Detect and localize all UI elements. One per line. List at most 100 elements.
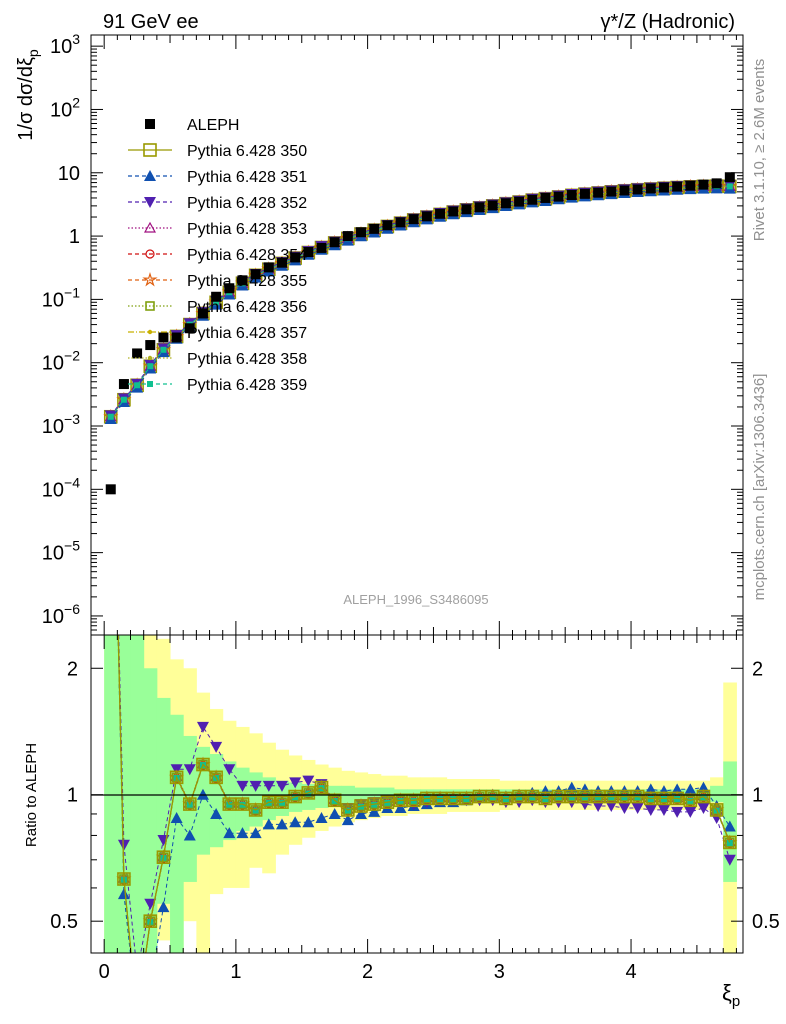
legend-label: ALEPH — [187, 117, 239, 134]
ratio-data-point — [223, 764, 236, 776]
ratio-data-point — [289, 816, 302, 828]
ratio-data-point — [355, 807, 368, 819]
aleph-data-point — [237, 275, 248, 286]
aleph-data-point — [171, 332, 182, 343]
green-band-bin — [156, 697, 171, 904]
ratio-data-point — [723, 820, 736, 832]
ratio-y-axis-label: Ratio to ALEPH — [23, 743, 40, 847]
header-left: 91 GeV ee — [103, 11, 199, 33]
aleph-data-point — [685, 180, 696, 191]
ratio-data-point — [196, 757, 210, 772]
legend-entry: Pythia 6.428 358 — [128, 351, 307, 368]
ratio-data-point — [249, 780, 262, 792]
ratio-series-1 — [117, 635, 737, 953]
ratio-y-tick-label: 0.5 — [50, 911, 78, 933]
mcplots-label: mcplots.cern.ch [arXiv:1306.3436] — [751, 374, 768, 601]
ratio-data-point — [657, 791, 671, 806]
ratio-data-point — [697, 802, 710, 814]
legend-label: Pythia 6.428 359 — [187, 377, 307, 394]
ratio-data-point — [684, 806, 697, 818]
aleph-data-point — [382, 220, 393, 231]
ratio-data-point — [262, 795, 276, 809]
legend-marker — [147, 329, 153, 335]
ratio-data-point — [249, 827, 262, 839]
ratio-data-point — [236, 827, 249, 839]
ratio-data-point — [670, 791, 684, 806]
ratio-data-point — [248, 803, 263, 817]
ratio-data-point — [341, 814, 354, 826]
legend-label: Pythia 6.428 351 — [187, 169, 307, 186]
ratio-data-point — [235, 797, 250, 811]
ratio-data-point — [341, 803, 355, 817]
ratio-data-point — [117, 888, 130, 900]
green-band-bin — [143, 668, 158, 953]
aleph-data-point — [527, 194, 538, 205]
ratio-data-point — [711, 805, 722, 815]
green-band-bin — [710, 785, 724, 803]
main-data-point — [726, 183, 733, 190]
y-tick-label: 10−5 — [42, 538, 80, 565]
aleph-data-point — [461, 204, 472, 215]
ratio-data-point — [328, 807, 341, 819]
main-data-point — [107, 413, 114, 420]
main-series-line — [110, 187, 730, 420]
ratio-data-point — [196, 721, 209, 733]
main-data-point — [120, 396, 127, 403]
ratio-y-axis: 0.5 0.5 1 1 2 2 — [50, 658, 780, 933]
ratio-y-tick-label: 2 — [67, 658, 78, 680]
ratio-data-point — [725, 837, 735, 848]
legend-marker — [144, 197, 156, 208]
aleph-data-point — [421, 211, 432, 222]
ratio-data-point — [183, 764, 196, 776]
aleph-data-point — [500, 198, 511, 209]
ratio-data-point — [592, 801, 605, 813]
ratio-data-point — [236, 780, 249, 792]
ratio-data-point — [446, 791, 461, 806]
green-band-bin — [249, 772, 263, 827]
legend-entry: Pythia 6.428 356 — [128, 299, 307, 316]
legend-entry: Pythia 6.428 353 — [128, 221, 307, 238]
ratio-data-point — [275, 780, 288, 792]
rivet-label: Rivet 3.1.10, ≥ 2.6M events — [751, 59, 768, 242]
legend-label: Pythia 6.428 354 — [187, 247, 307, 264]
aleph-data-point — [632, 184, 643, 195]
legend-entry: Pythia 6.428 355 — [128, 271, 307, 290]
legend-marker — [145, 119, 155, 129]
ratio-data-point — [183, 829, 196, 841]
legend-label: Pythia 6.428 355 — [187, 273, 307, 290]
x-axis-label: ξp — [722, 980, 740, 1010]
aleph-data-point — [290, 252, 301, 263]
ratio-data-point — [393, 793, 408, 808]
ratio-data-point — [211, 772, 221, 783]
aleph-data-point — [316, 242, 327, 253]
ratio-data-point — [499, 791, 513, 806]
main-series — [103, 172, 738, 495]
ratio-data-point — [578, 783, 591, 795]
header-right: γ*/Z (Hadronic) — [601, 11, 735, 33]
ratio-data-point — [723, 835, 737, 850]
ratio-data-point — [644, 804, 657, 816]
analysis-id: ALEPH_1996_S3486095 — [343, 592, 488, 607]
aleph-data-point — [369, 223, 380, 234]
green-band-bin — [209, 754, 224, 848]
y-tick-label: 10−4 — [42, 474, 80, 501]
ratio-data-point — [591, 789, 605, 804]
legend-label: Pythia 6.428 356 — [187, 299, 307, 316]
aleph-data-point — [698, 179, 709, 190]
ratio-data-point — [316, 782, 327, 793]
legend-marker — [147, 355, 153, 361]
main-y-axis-label: 1/σ dσ/dξp — [15, 49, 41, 141]
ratio-data-point — [222, 797, 237, 811]
ratio-data-point — [275, 818, 288, 830]
y-tick-label: 10−6 — [42, 601, 80, 628]
ratio-data-point — [196, 788, 209, 800]
aleph-data-point — [711, 178, 722, 189]
aleph-data-point — [250, 269, 261, 280]
y-tick-label: 10−1 — [42, 284, 80, 311]
ratio-data-point — [343, 805, 353, 815]
legend-marker — [144, 170, 156, 181]
x-tick-label: 2 — [362, 961, 373, 983]
ratio-data-point — [169, 770, 184, 785]
aleph-data-point — [593, 187, 604, 198]
aleph-data-point — [606, 186, 617, 197]
